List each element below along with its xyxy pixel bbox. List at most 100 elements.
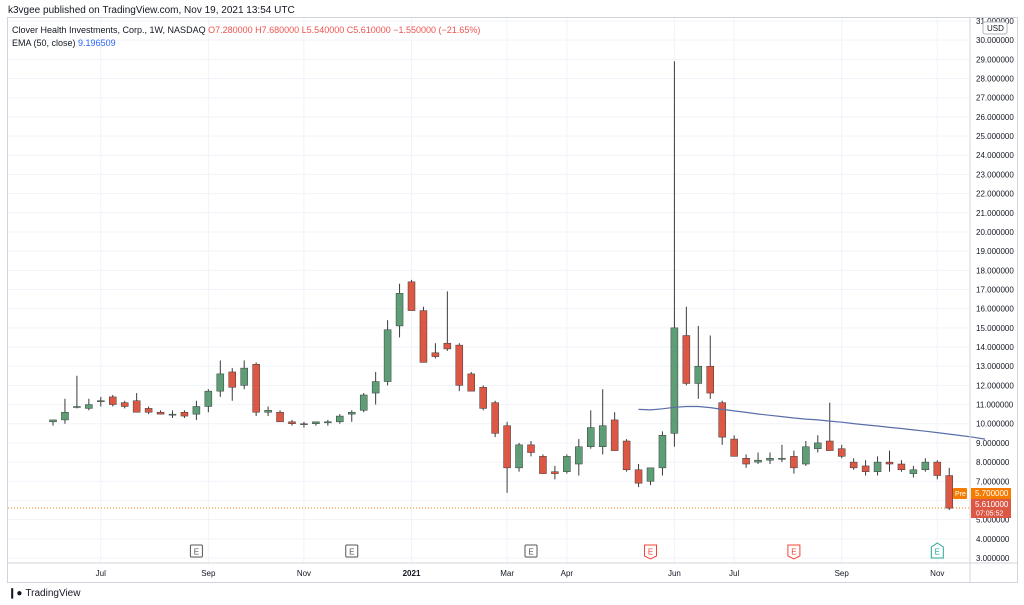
candle-up xyxy=(240,367,248,386)
candle-up xyxy=(97,400,105,402)
time-tick-label: Nov xyxy=(930,569,944,578)
countdown-label: 07:05:52 xyxy=(976,511,1003,518)
candle-down xyxy=(933,461,942,476)
price-tick-label: 29.000000 xyxy=(976,55,1014,64)
candle-down xyxy=(109,396,117,405)
price-tick-label: 8.000000 xyxy=(976,458,1010,467)
earnings-marker-past xyxy=(524,544,538,558)
candle-down xyxy=(503,425,511,469)
tradingview-logo[interactable]: ❙● TradingView xyxy=(8,588,80,599)
pre-tag-box xyxy=(953,488,967,499)
earnings-marker-label: E xyxy=(528,548,533,557)
candle-up xyxy=(909,469,918,474)
earnings-marker-label: E xyxy=(791,548,796,557)
price-tick-label: 22.000000 xyxy=(976,190,1014,199)
candle-up xyxy=(61,411,69,421)
ema-line xyxy=(638,405,986,440)
price-tick-label: 13.000000 xyxy=(976,362,1014,371)
candle-up xyxy=(563,456,571,472)
legend-row-ema: EMA (50, close) 9.196509 xyxy=(12,37,480,50)
last-value-box xyxy=(971,499,1011,518)
earnings-marker-label: E xyxy=(648,548,653,557)
grid-lines xyxy=(8,18,970,563)
time-tick-label: Mar xyxy=(500,569,514,578)
candle-up xyxy=(587,427,595,448)
candle-down xyxy=(706,365,714,394)
candle-up xyxy=(802,446,810,465)
price-tick-label: 23.000000 xyxy=(976,170,1014,179)
candle-down xyxy=(849,461,858,469)
candle-up xyxy=(670,327,679,434)
candle-down xyxy=(276,411,284,423)
candle-down xyxy=(742,458,750,465)
time-tick-label: Jul xyxy=(96,569,106,578)
candle-down xyxy=(730,438,738,457)
tradingview-logo-icon: ❙● xyxy=(8,588,23,599)
candle-up xyxy=(383,329,392,382)
price-tick-label: 27.000000 xyxy=(976,94,1014,103)
last-value-label: 5.610000 xyxy=(975,500,1009,509)
price-axis: 3.0000004.0000005.0000006.0000007.000000… xyxy=(953,17,1014,582)
candle-up xyxy=(694,365,703,384)
candle-down xyxy=(945,475,953,509)
time-axis: Jul Sep Nov 2021 Mar Apr Jun Jul Sep Nov xyxy=(8,562,1017,578)
price-tick-label: 15.000000 xyxy=(976,324,1014,333)
candle-down xyxy=(479,387,487,409)
pre-value-label: 5.700000 xyxy=(975,489,1009,498)
legend-symbol: Clover Health Investments, Corp., 1W, NA… xyxy=(12,25,206,35)
candle-up xyxy=(73,406,81,408)
earnings-marker-past xyxy=(345,544,359,558)
candle-down xyxy=(228,371,236,388)
price-tick-label: 24.000000 xyxy=(976,151,1014,160)
candle-down xyxy=(897,463,906,471)
candle-up xyxy=(312,421,320,424)
price-tick-label: 16.000000 xyxy=(976,305,1014,314)
candle-up xyxy=(658,435,667,469)
candle-up xyxy=(754,459,762,463)
price-tick-label: 25.000000 xyxy=(976,132,1014,141)
time-tick-label: Jun xyxy=(668,569,681,578)
candle-up xyxy=(598,425,607,448)
candle-down xyxy=(455,344,464,386)
time-tick-label: Jul xyxy=(729,569,739,578)
price-tick-label: 7.000000 xyxy=(976,477,1010,486)
candle-up xyxy=(921,461,930,471)
candle-up xyxy=(814,442,822,449)
candle-down xyxy=(682,335,691,384)
candle-up xyxy=(300,423,308,425)
chart-frame[interactable] xyxy=(7,17,1018,583)
candle-up xyxy=(49,419,57,423)
candle-down xyxy=(885,461,894,465)
candle-up xyxy=(395,293,404,327)
legend-ohlc: O7.280000 H7.680000 L5.540000 C5.610000 … xyxy=(208,25,481,35)
pre-tag-label: Pre xyxy=(955,491,966,498)
candle-down xyxy=(443,342,452,350)
price-tick-label: 30.000000 xyxy=(976,36,1014,45)
earnings-marker-miss xyxy=(644,544,657,560)
price-tick-label: 26.000000 xyxy=(976,113,1014,122)
pre-value-box xyxy=(971,488,1011,499)
publisher-note: k3vgee published on TradingView.com, Nov… xyxy=(8,5,295,16)
price-tick-label: 20.000000 xyxy=(976,228,1014,237)
price-tick-label: 17.000000 xyxy=(976,285,1014,294)
candle-down xyxy=(180,411,189,417)
earnings-marker-label: E xyxy=(194,548,199,557)
earnings-marker-miss xyxy=(787,544,801,560)
candles xyxy=(49,61,953,511)
candle-down xyxy=(610,419,619,451)
price-tick-label: 11.000000 xyxy=(976,401,1014,410)
tradingview-logo-text: TradingView xyxy=(25,588,81,599)
price-tick-label: 14.000000 xyxy=(976,343,1014,352)
candle-up xyxy=(359,394,368,411)
price-tick-label: 19.000000 xyxy=(976,247,1014,256)
candle-down xyxy=(407,281,416,311)
currency-label: USD xyxy=(987,24,1004,33)
candle-up xyxy=(192,406,201,415)
candle-up xyxy=(646,467,655,482)
time-tick-label: Sep xyxy=(835,569,850,578)
price-tick-label: 10.000000 xyxy=(976,420,1014,429)
candle-up xyxy=(575,446,583,465)
candle-down xyxy=(467,373,475,392)
candle-up xyxy=(324,421,332,424)
